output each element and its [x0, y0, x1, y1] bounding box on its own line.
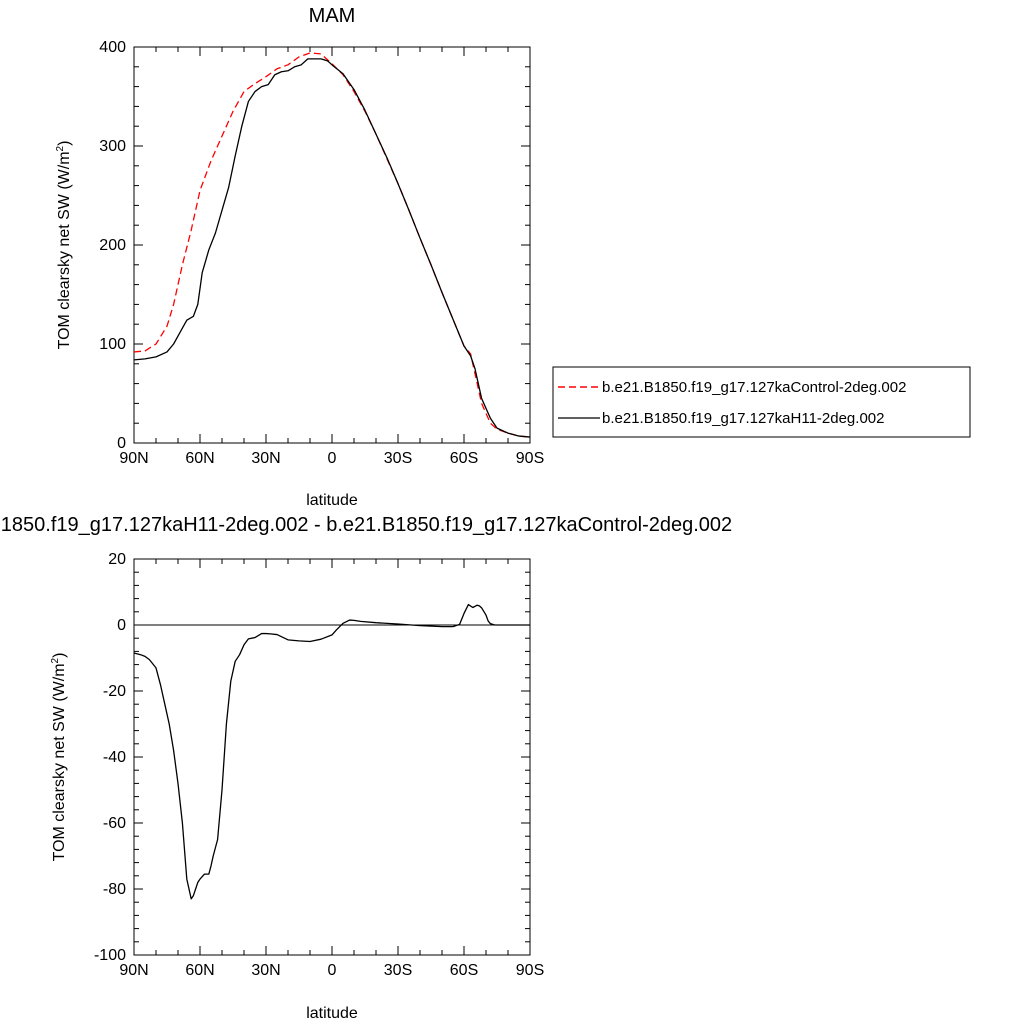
bottom-x-ticks: 90N 60N 30N 0 30S 60S 90S	[119, 559, 544, 979]
x-tick-label: 30N	[251, 450, 280, 467]
x-tick-label: 60N	[185, 962, 214, 979]
legend-label-h11: b.e21.B1850.f19_g17.127kaH11-2deg.002	[602, 410, 884, 427]
top-series	[133, 52, 531, 438]
legend-label-control: b.e21.B1850.f19_g17.127kaControl-2deg.00…	[602, 379, 906, 396]
y-tick-label: 100	[99, 336, 126, 353]
y-tick-label: -100	[94, 947, 126, 964]
x-tick-label: 0	[328, 450, 337, 467]
y-tick-label: -20	[103, 683, 126, 700]
y-tick-label: -80	[103, 881, 126, 898]
bottom-panel-title: b.e21.B1850.f19_g17.127kaH11-2deg.002 - …	[0, 514, 732, 536]
x-tick-label: 90S	[516, 962, 544, 979]
top-panel: MAM 90N 60N 30N 0 30S 60S 90S 0 100 200 300 400 la…	[55, 5, 971, 509]
series-line-control	[133, 52, 531, 438]
x-tick-label: 30N	[251, 962, 280, 979]
bottom-y-axis-label-tail: )	[51, 653, 68, 658]
series-line-h11	[133, 58, 531, 438]
y-tick-label: -60	[103, 815, 126, 832]
top-panel-title: MAM	[309, 5, 356, 27]
x-tick-label: 0	[328, 962, 337, 979]
y-tick-label: -40	[103, 749, 126, 766]
top-y-axis-label: TOM clearsky net SW (W/m2)	[55, 141, 73, 350]
x-tick-label: 60S	[450, 962, 478, 979]
top-y-axis-label-tail: )	[56, 141, 73, 146]
bottom-series	[133, 603, 530, 900]
legend: b.e21.B1850.f19_g17.127kaControl-2deg.00…	[552, 366, 971, 438]
y-tick-label: 0	[117, 617, 126, 634]
y-tick-label: 400	[99, 39, 126, 56]
x-tick-label: 90N	[119, 962, 148, 979]
top-y-axis-label-main: TOM clearsky net SW (W/m	[56, 151, 73, 349]
x-tick-label: 60S	[450, 450, 478, 467]
bottom-y-axis-label: TOM clearsky net SW (W/m2)	[50, 653, 68, 862]
top-x-ticks: 90N 60N 30N 0 30S 60S 90S	[119, 47, 544, 467]
x-tick-label: 90S	[516, 450, 544, 467]
bottom-x-axis-label: latitude	[306, 1005, 358, 1022]
y-tick-label: 0	[117, 435, 126, 452]
y-tick-label: 20	[108, 551, 126, 568]
top-plot-frame	[133, 46, 531, 444]
x-tick-label: 90N	[119, 450, 148, 467]
y-tick-label: 200	[99, 237, 126, 254]
x-tick-label: 30S	[384, 962, 412, 979]
top-x-axis-label: latitude	[306, 492, 358, 509]
bottom-panel: b.e21.B1850.f19_g17.127kaH11-2deg.002 - …	[0, 514, 732, 1022]
series-line-difference	[133, 603, 530, 900]
top-y-axis-label-sup: 2	[55, 145, 66, 151]
top-y-ticks: 0 100 200 300 400	[99, 39, 530, 452]
x-tick-label: 30S	[384, 450, 412, 467]
legend-box	[552, 366, 971, 438]
bottom-y-axis-label-sup: 2	[50, 657, 61, 663]
bottom-y-ticks: -100 -80 -60 -40 -20 0 20	[94, 551, 530, 964]
y-tick-label: 300	[99, 138, 126, 155]
x-tick-label: 60N	[185, 450, 214, 467]
bottom-y-axis-label-main: TOM clearsky net SW (W/m	[51, 663, 68, 861]
